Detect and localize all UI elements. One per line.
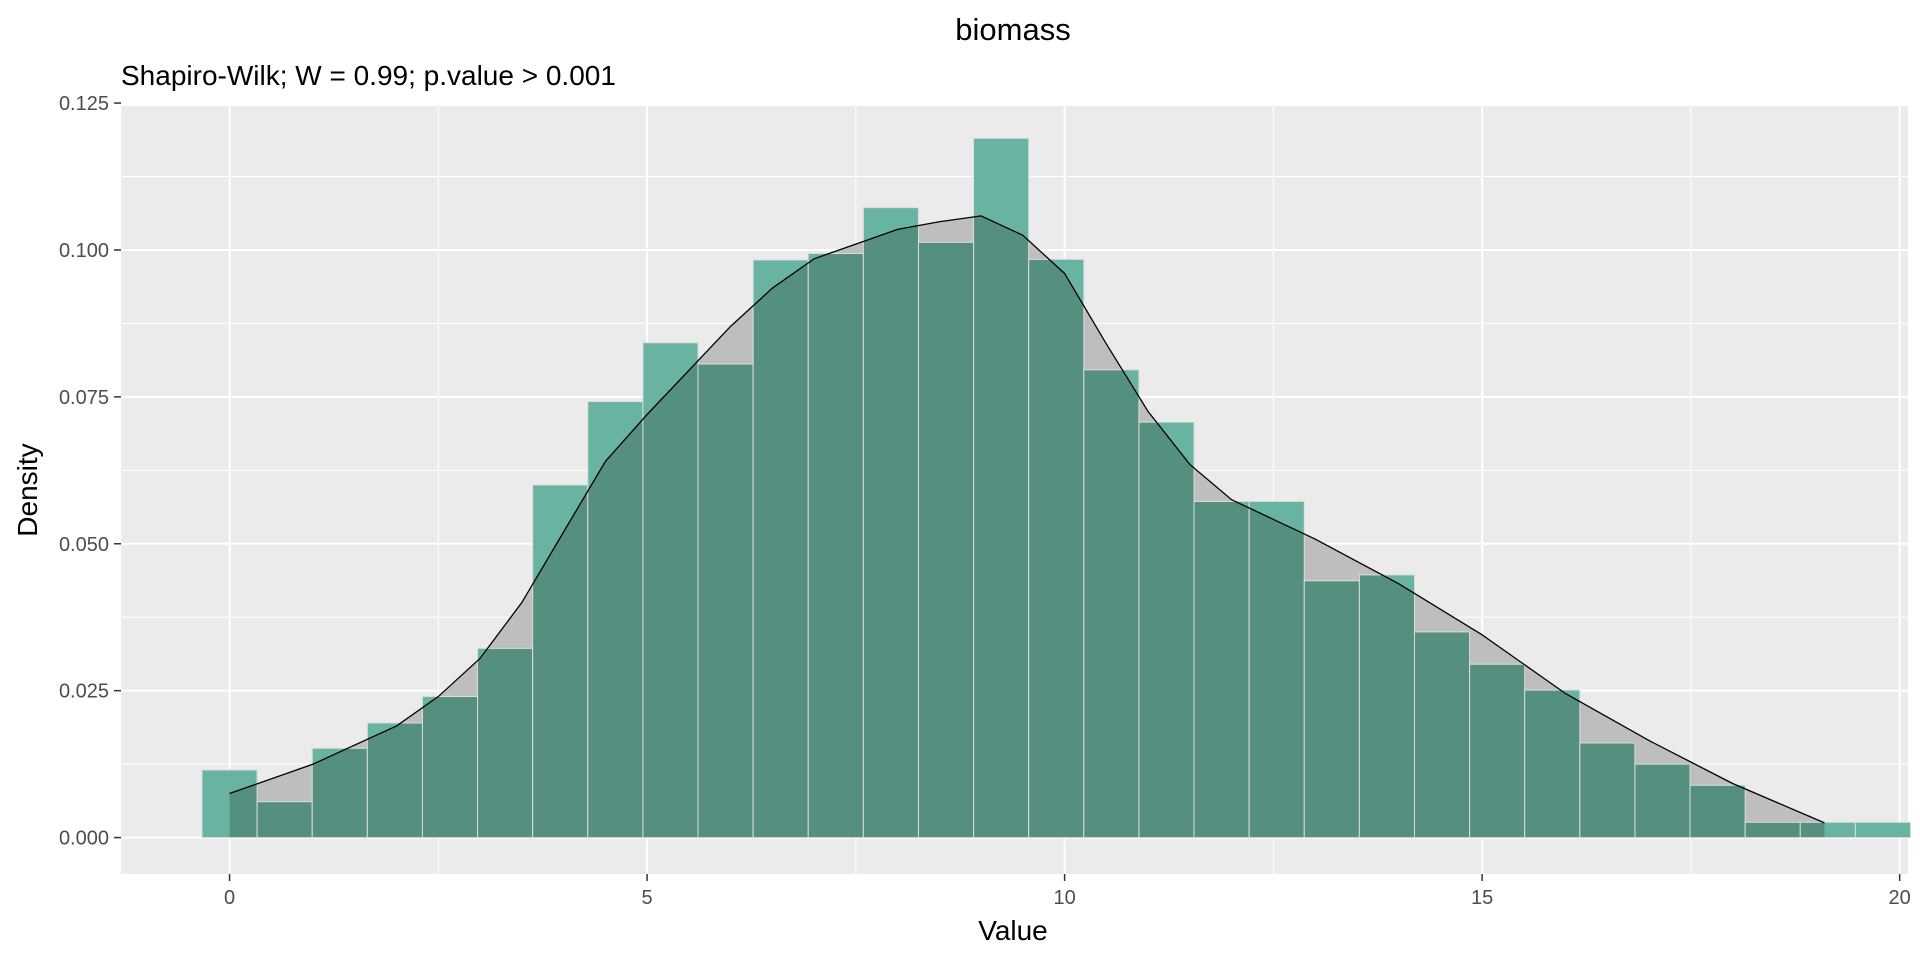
chart-subtitle: Shapiro-Wilk; W = 0.99; p.value > 0.001 [121,60,616,91]
overlap-bar [1358,574,1415,838]
histogram-bar [1854,821,1912,839]
y-tick-label: 0.125 [59,93,109,115]
overlap-bar [1248,500,1305,838]
overlap-bar [1193,500,1250,838]
overlap-bar [807,252,864,838]
overlap-bar [1524,689,1581,838]
chart-title: biomass [955,12,1070,47]
overlap-bar [642,342,699,838]
overlap-bar [311,747,368,838]
axis-ticks: 0 5 10 15 20 0.000 0.025 0.050 0.075 0.100 0.125 [59,93,1911,909]
x-tick-label: 20 [1889,887,1911,909]
overlap-bar [477,647,534,838]
overlap-bar [1413,631,1471,838]
overlap-bar [1138,421,1195,838]
overlap-bar [1083,369,1140,838]
overlap-bar [1579,742,1636,838]
x-tick-label: 5 [642,887,653,909]
density-line [229,215,1825,824]
y-tick-label: 0.100 [59,240,109,262]
overlap-bar [1469,663,1526,838]
overlap-bar [421,696,479,838]
overlap-bar [973,215,1030,838]
overlap-bar [1799,821,1825,838]
x-axis-title: Value [978,915,1048,946]
overlap-bar [1689,784,1746,838]
x-tick-label: 15 [1471,887,1493,909]
overlap-bar [697,363,754,838]
y-tick-label: 0.075 [59,387,109,409]
overlap-bar [1634,763,1691,838]
overlap-bar [752,259,809,838]
x-tick-label: 10 [1053,887,1075,909]
overlap-bar [256,801,313,838]
overlap-bar [366,722,423,838]
y-tick-label: 0.000 [59,828,109,850]
overlap-bar [917,241,975,838]
y-axis-title: Density [12,443,43,536]
overlap-bar [862,215,919,838]
overlap-bar [1744,821,1801,838]
x-tick-label: 0 [224,887,235,909]
overlap-bar [1303,580,1360,838]
y-tick-label: 0.050 [59,534,109,556]
y-tick-label: 0.025 [59,681,109,703]
overlap-bar [1028,258,1085,838]
